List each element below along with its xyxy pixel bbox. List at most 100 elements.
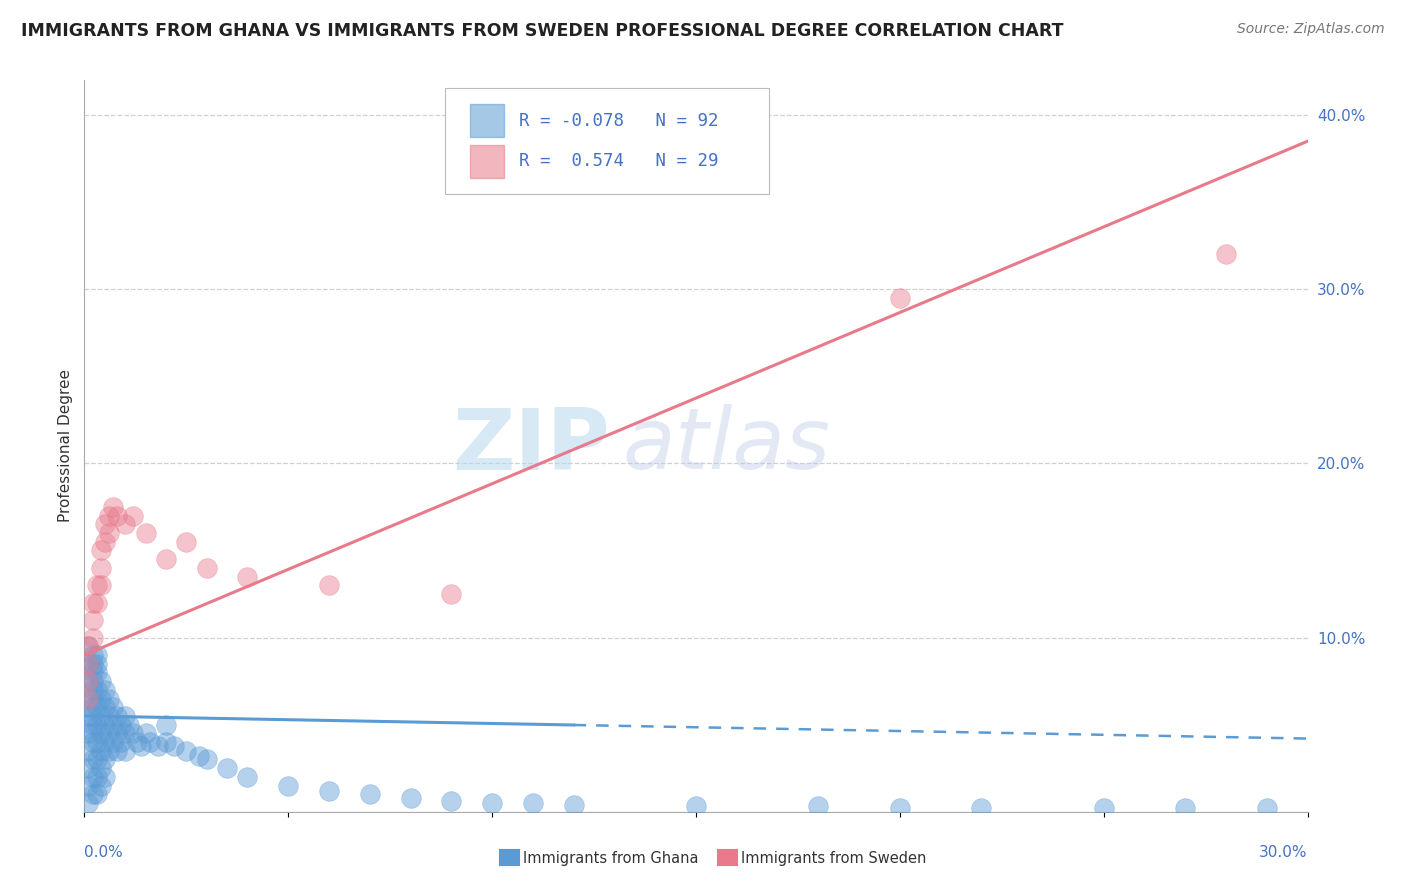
Point	[114, 744, 136, 758]
Point	[77, 657, 100, 671]
Point	[90, 779, 112, 793]
Point	[685, 799, 707, 814]
Point	[101, 700, 124, 714]
Point	[86, 717, 108, 731]
Point	[187, 749, 209, 764]
Point	[82, 752, 104, 766]
Point	[1174, 801, 1197, 815]
Point	[138, 735, 160, 749]
Point	[86, 700, 108, 714]
Point	[97, 726, 120, 740]
Point	[195, 752, 218, 766]
Point	[77, 674, 100, 689]
Point	[807, 799, 830, 814]
Point	[174, 744, 197, 758]
Point	[110, 735, 132, 749]
Point	[101, 717, 124, 731]
Point	[236, 770, 259, 784]
Point	[82, 674, 104, 689]
Point	[359, 787, 381, 801]
Point	[82, 770, 104, 784]
Point	[399, 790, 422, 805]
Text: 0.0%: 0.0%	[84, 845, 124, 860]
Point	[93, 717, 115, 731]
Point	[522, 796, 544, 810]
FancyBboxPatch shape	[470, 104, 503, 137]
Point	[77, 709, 100, 723]
Point	[86, 682, 108, 697]
Point	[97, 526, 120, 541]
Point	[77, 726, 100, 740]
Point	[77, 640, 100, 654]
Point	[82, 648, 104, 662]
Point	[970, 801, 993, 815]
Point	[90, 761, 112, 775]
Text: IMMIGRANTS FROM GHANA VS IMMIGRANTS FROM SWEDEN PROFESSIONAL DEGREE CORRELATION : IMMIGRANTS FROM GHANA VS IMMIGRANTS FROM…	[21, 22, 1063, 40]
Point	[1256, 801, 1278, 815]
Point	[82, 665, 104, 680]
Point	[86, 596, 108, 610]
Point	[86, 752, 108, 766]
Point	[146, 739, 169, 753]
Point	[1092, 801, 1115, 815]
Text: atlas: atlas	[623, 404, 831, 488]
Point	[135, 726, 157, 740]
Point	[86, 657, 108, 671]
Point	[82, 691, 104, 706]
Point	[122, 508, 145, 523]
Point	[318, 578, 340, 592]
Point	[318, 784, 340, 798]
Point	[77, 761, 100, 775]
Point	[118, 717, 141, 731]
Point	[82, 682, 104, 697]
Point	[90, 744, 112, 758]
Point	[105, 744, 128, 758]
Point	[77, 674, 100, 689]
Text: R = -0.078   N = 92: R = -0.078 N = 92	[519, 112, 718, 130]
Text: ZIP: ZIP	[453, 404, 610, 488]
Point	[93, 700, 115, 714]
Point	[155, 717, 177, 731]
Point	[174, 534, 197, 549]
Point	[101, 500, 124, 514]
Point	[236, 569, 259, 583]
Point	[122, 726, 145, 740]
Point	[1215, 247, 1237, 261]
Point	[114, 709, 136, 723]
Point	[889, 801, 911, 815]
Point	[93, 517, 115, 532]
Point	[562, 797, 585, 812]
Text: R =  0.574   N = 29: R = 0.574 N = 29	[519, 153, 718, 170]
Point	[82, 631, 104, 645]
FancyBboxPatch shape	[446, 87, 769, 194]
Text: Immigrants from Ghana: Immigrants from Ghana	[523, 851, 699, 865]
Point	[82, 700, 104, 714]
Point	[77, 744, 100, 758]
Point	[82, 657, 104, 671]
Point	[105, 709, 128, 723]
Point	[93, 534, 115, 549]
Point	[481, 796, 503, 810]
Point	[86, 578, 108, 592]
Text: Source: ZipAtlas.com: Source: ZipAtlas.com	[1237, 22, 1385, 37]
Point	[77, 640, 100, 654]
Point	[82, 726, 104, 740]
Point	[93, 682, 115, 697]
Point	[82, 613, 104, 627]
Point	[77, 796, 100, 810]
Point	[217, 761, 239, 775]
Point	[155, 552, 177, 566]
Point	[86, 735, 108, 749]
Point	[195, 561, 218, 575]
Point	[127, 735, 149, 749]
Point	[110, 717, 132, 731]
Point	[77, 657, 100, 671]
Point	[97, 709, 120, 723]
Point	[82, 709, 104, 723]
Point	[440, 587, 463, 601]
Point	[77, 691, 100, 706]
Point	[135, 526, 157, 541]
Text: Immigrants from Sweden: Immigrants from Sweden	[741, 851, 927, 865]
Point	[163, 739, 186, 753]
Point	[90, 709, 112, 723]
